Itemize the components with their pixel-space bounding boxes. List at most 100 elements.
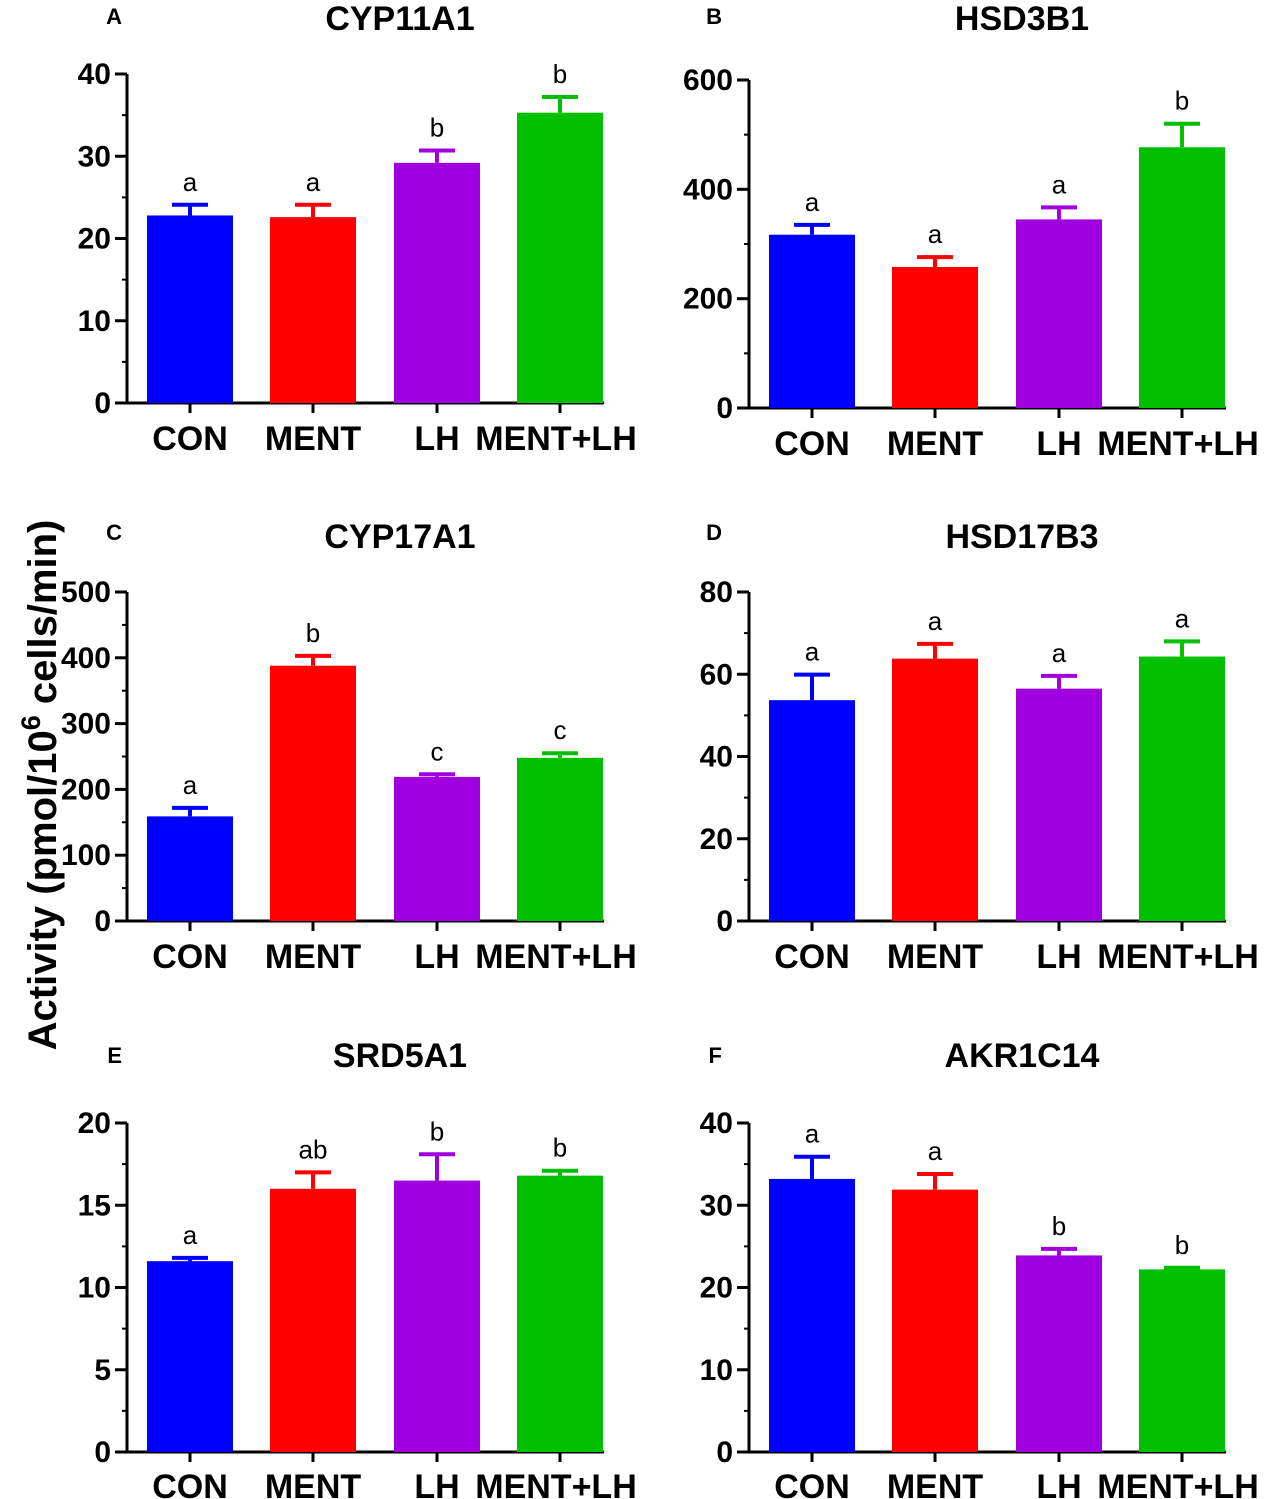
y-tick-label: 10 [78, 305, 111, 338]
bar-lh [1016, 219, 1102, 408]
y-tick-label: 20 [78, 223, 111, 256]
significance-label: c [554, 715, 567, 745]
y-tick-label: 20 [700, 823, 733, 856]
significance-label: b [306, 618, 320, 648]
bar-ment [270, 1188, 356, 1452]
y-tick-label: 0 [94, 905, 111, 938]
x-category-label: MENT [265, 420, 362, 458]
significance-label: a [805, 637, 820, 667]
x-category-label: LH [1036, 1468, 1081, 1499]
significance-label: b [553, 59, 567, 89]
significance-label: b [430, 1116, 444, 1146]
bar-ment-lh [1139, 1269, 1225, 1452]
bar-lh [394, 162, 480, 403]
y-tick-label: 400 [683, 173, 733, 206]
x-category-label: LH [1036, 425, 1081, 463]
panel-letter: B [706, 4, 722, 29]
significance-label: b [1052, 1211, 1066, 1241]
significance-label: a [306, 167, 321, 197]
panel-letter: C [106, 520, 122, 545]
panel-e: E SRD5A1 0 5 10 15 20 a CON ab MENT b LH b MENT+LH [78, 1037, 637, 1499]
panel-title: CYP11A1 [325, 0, 474, 38]
significance-label: a [183, 1220, 198, 1250]
x-category-label: LH [414, 938, 459, 976]
bar-ment-lh [517, 112, 603, 403]
bar-con [769, 700, 855, 921]
y-tick-label: 80 [700, 576, 733, 609]
y-tick-label: 100 [61, 839, 111, 872]
x-category-label: CON [152, 420, 228, 458]
panel-c: C CYP17A1 0 100 200 300 400 500 a CON b MENT c LH c MEN… [61, 518, 637, 976]
bar-con [769, 1178, 855, 1452]
x-category-label: MENT [265, 1468, 362, 1499]
y-tick-label: 20 [78, 1107, 111, 1140]
y-tick-label: 0 [716, 392, 733, 425]
bar-lh [1016, 1255, 1102, 1452]
x-category-label: MENT [887, 938, 984, 976]
panel-title: SRD5A1 [333, 1037, 467, 1075]
y-tick-label: 40 [700, 741, 733, 774]
bar-ment [892, 658, 978, 921]
significance-label: a [183, 167, 198, 197]
x-category-label: MENT+LH [1097, 425, 1259, 463]
bar-con [147, 215, 233, 403]
bar-con [147, 1261, 233, 1452]
x-category-label: CON [152, 1468, 228, 1499]
significance-label: c [431, 736, 444, 766]
x-category-label: MENT+LH [1097, 1468, 1259, 1499]
significance-label: b [553, 1133, 567, 1163]
panel-letter: A [106, 4, 122, 29]
panel-letter: E [107, 1043, 122, 1068]
y-axis-label: Activity (pmol/106 cells/min) [16, 520, 65, 1051]
x-category-label: MENT+LH [475, 1468, 637, 1499]
significance-label: a [805, 1119, 820, 1149]
panel-f: F AKR1C14 0 10 20 30 40 a CON a MENT b LH b MENT+LH [700, 1037, 1259, 1499]
bar-lh [1016, 688, 1102, 921]
bar-lh [394, 1180, 480, 1452]
y-tick-label: 500 [61, 576, 111, 609]
bar-ment-lh [1139, 147, 1225, 409]
x-category-label: LH [414, 1468, 459, 1499]
y-tick-label: 0 [94, 387, 111, 420]
x-category-label: MENT+LH [1097, 938, 1259, 976]
y-tick-label: 600 [683, 64, 733, 97]
y-tick-label: 0 [716, 1436, 733, 1469]
x-category-label: CON [152, 938, 228, 976]
bar-con [769, 234, 855, 408]
panel-letter: F [709, 1043, 722, 1068]
y-tick-label: 40 [78, 58, 111, 91]
significance-label: a [928, 606, 943, 636]
x-category-label: MENT [887, 425, 984, 463]
significance-label: a [1052, 169, 1067, 199]
panel-a: A CYP11A1 0 10 20 30 40 a CON a MENT b LH b MENT+LH [78, 0, 637, 458]
significance-label: a [805, 187, 820, 217]
bar-ment-lh [517, 757, 603, 921]
bar-lh [394, 776, 480, 921]
y-tick-label: 30 [700, 1189, 733, 1222]
x-category-label: MENT+LH [475, 420, 637, 458]
x-category-label: MENT [265, 938, 362, 976]
y-tick-label: 20 [700, 1272, 733, 1305]
y-tick-label: 200 [61, 773, 111, 806]
x-category-label: CON [774, 425, 850, 463]
x-category-label: LH [1036, 938, 1081, 976]
significance-label: a [183, 770, 198, 800]
y-tick-label: 0 [94, 1436, 111, 1469]
panel-title: AKR1C14 [945, 1037, 1100, 1075]
panel-title: HSD3B1 [955, 0, 1089, 38]
significance-label: b [1175, 86, 1189, 116]
y-tick-label: 30 [78, 140, 111, 173]
y-tick-label: 15 [78, 1189, 111, 1222]
bar-ment [892, 1189, 978, 1452]
y-tick-label: 10 [700, 1354, 733, 1387]
panel-b: B HSD3B1 0 200 400 600 a CON a MENT a LH b MENT+LH [683, 0, 1259, 463]
significance-label: a [928, 1136, 943, 1166]
panel-title: HSD17B3 [945, 518, 1098, 556]
y-tick-label: 0 [716, 905, 733, 938]
bar-con [147, 816, 233, 921]
y-tick-label: 300 [61, 708, 111, 741]
x-category-label: CON [774, 938, 850, 976]
x-category-label: MENT+LH [475, 938, 637, 976]
panel-d: D HSD17B3 0 20 40 60 80 a CON a MENT a LH a MENT+LH [700, 518, 1259, 976]
